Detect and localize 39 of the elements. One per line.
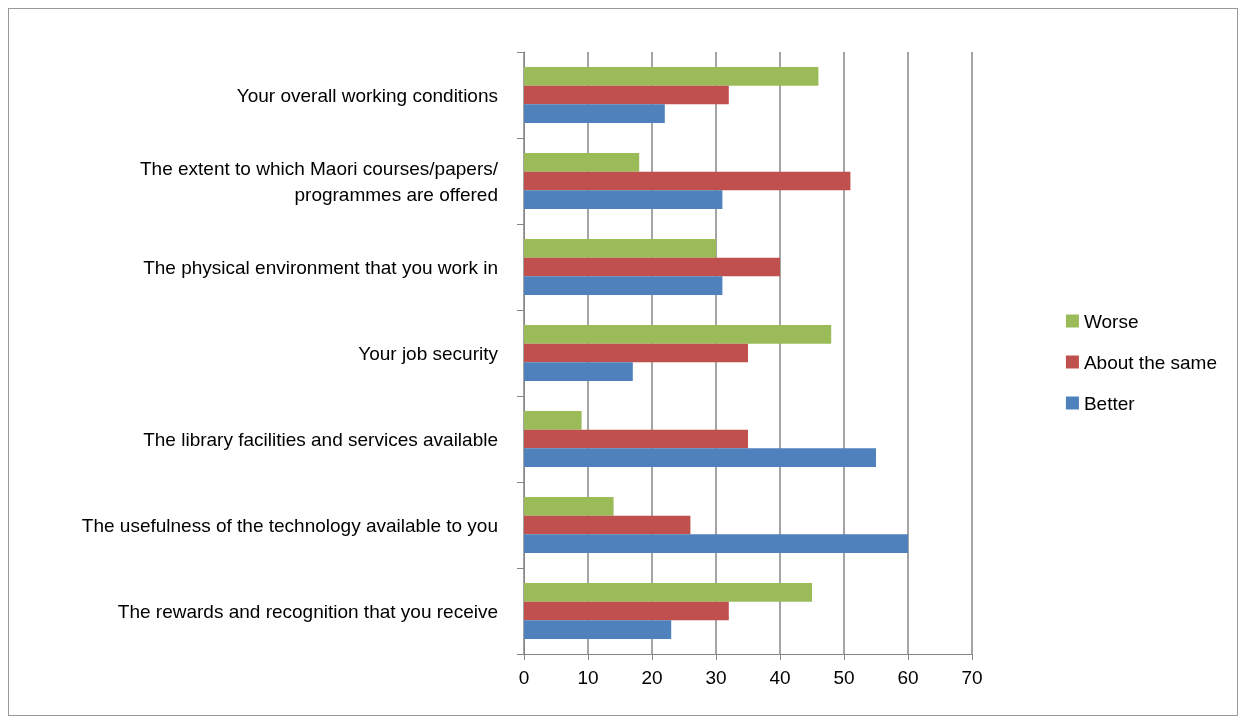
legend-label: Better — [1083, 392, 1136, 414]
legend-label: Worse — [1083, 310, 1139, 332]
bar — [524, 515, 691, 535]
bar — [524, 362, 633, 381]
bar — [524, 67, 819, 86]
bar — [524, 239, 716, 258]
bar — [524, 583, 812, 602]
bar — [524, 257, 780, 277]
bar — [524, 534, 908, 553]
bar — [524, 171, 851, 191]
x-tick-label: 20 — [641, 667, 663, 688]
bar — [524, 497, 614, 516]
bar — [524, 153, 640, 172]
x-tick-label: 50 — [833, 667, 855, 688]
y-tick-label: The rewards and recognition that you receive — [117, 600, 498, 622]
bar — [524, 190, 723, 209]
x-tick-label: 70 — [961, 667, 983, 688]
x-tick-label: 10 — [577, 667, 599, 688]
y-tick-label: Your overall working conditions — [236, 84, 498, 106]
bar — [524, 325, 832, 344]
y-tick-label: Your job security — [358, 342, 499, 364]
bar — [524, 448, 876, 467]
bar — [524, 276, 723, 295]
y-tick-label: The usefulness of the technology available to you — [81, 514, 498, 536]
bar — [524, 104, 665, 123]
bar — [524, 343, 748, 363]
bar — [524, 85, 729, 105]
x-tick-label: 30 — [705, 667, 727, 688]
bar — [524, 601, 729, 621]
bar — [524, 429, 748, 449]
x-tick-label: 60 — [897, 667, 919, 688]
y-tick-label: The physical environment that you work in — [143, 256, 498, 278]
y-tick-label: The library facilities and services available — [143, 428, 498, 450]
bar — [524, 411, 582, 430]
x-tick-label: 40 — [769, 667, 791, 688]
bar — [524, 620, 672, 639]
x-tick-label: 0 — [518, 667, 530, 688]
y-tick-label: The extent to which Maori courses/papers/programmes are offered — [139, 157, 499, 205]
legend-label: About the same — [1083, 351, 1218, 373]
